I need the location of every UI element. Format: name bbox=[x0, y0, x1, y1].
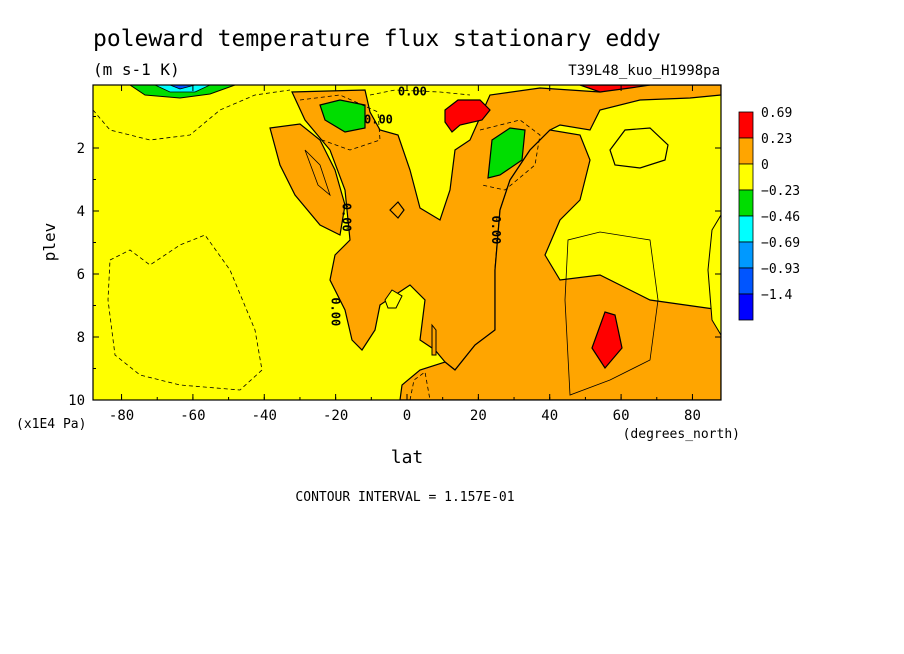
contour-labels: 0.00 0.00 0.00 0.00 0.00 bbox=[329, 84, 504, 326]
legend-label: −0.23 bbox=[761, 184, 800, 199]
dashed-contour-6 bbox=[369, 89, 471, 96]
contour-field bbox=[93, 85, 721, 400]
contour-value-label: 0.00 bbox=[398, 84, 427, 98]
field-region-orange-sliver bbox=[431, 323, 437, 356]
y-tick-label: 10 bbox=[68, 393, 85, 409]
x-axis-title: lat bbox=[391, 447, 424, 468]
legend-swatch bbox=[738, 293, 754, 321]
x-tick-label: 20 bbox=[470, 408, 487, 424]
y-tick-label: 6 bbox=[77, 267, 85, 283]
y-axis-units: (x1E4 Pa) bbox=[16, 417, 86, 432]
x-tick-label: 80 bbox=[684, 408, 701, 424]
field-region-yellow-east-edge bbox=[707, 214, 721, 336]
y-tick-label: 2 bbox=[77, 141, 85, 157]
x-tick-label: 0 bbox=[403, 408, 411, 424]
legend-swatch bbox=[738, 137, 754, 165]
x-tick-label: 60 bbox=[613, 408, 630, 424]
x-axis-units: (degrees_north) bbox=[623, 427, 740, 442]
legend-label: 0 bbox=[761, 158, 769, 173]
contour-lines bbox=[304, 149, 659, 396]
y-tick-label: 4 bbox=[77, 204, 85, 220]
dashed-contour-5 bbox=[409, 371, 431, 400]
x-tick-label: -80 bbox=[109, 408, 134, 424]
legend-swatch bbox=[738, 215, 754, 243]
legend-swatch bbox=[738, 163, 754, 191]
legend-label: 0.23 bbox=[761, 132, 792, 147]
field-region-green-2 bbox=[487, 127, 526, 179]
run-label: T39L48_kuo_H1998pa bbox=[568, 63, 720, 79]
legend-swatch bbox=[738, 111, 754, 139]
x-tick-label: 40 bbox=[541, 408, 558, 424]
legend-swatch bbox=[738, 267, 754, 295]
field-region-orange-small bbox=[389, 201, 405, 219]
contour-line-2 bbox=[304, 149, 331, 197]
dashed-contours bbox=[93, 89, 541, 400]
field-region-blue-top bbox=[169, 85, 196, 90]
color-legend: 0.69 0.23 0 −0.23 −0.46 −0.69 −0.93 −1.4 bbox=[738, 106, 800, 321]
contour-value-label: 0.00 bbox=[489, 215, 503, 244]
field-region-orange-south bbox=[399, 129, 721, 400]
legend-label: −0.46 bbox=[761, 210, 800, 225]
y-tick-label: 8 bbox=[77, 330, 85, 346]
field-region-red-3 bbox=[579, 85, 651, 93]
contour-interval-note: CONTOUR INTERVAL = 1.157E-01 bbox=[295, 490, 514, 505]
contour-line-1 bbox=[564, 231, 659, 396]
legend-label: −0.93 bbox=[761, 262, 800, 277]
x-axis: -80 -60 -40 -20 0 20 40 60 80 bbox=[109, 85, 701, 424]
y-axis-title: plev bbox=[40, 223, 59, 262]
field-region-red-2 bbox=[591, 311, 623, 370]
contour-value-label: 0.00 bbox=[364, 113, 393, 127]
field-region-orange-ridge bbox=[269, 123, 346, 236]
legend-label: −1.4 bbox=[761, 288, 792, 303]
y-axis: 2 4 6 8 10 bbox=[68, 116, 721, 409]
dashed-contour-2 bbox=[107, 234, 263, 391]
chart-units: (m s-1 K) bbox=[93, 60, 180, 79]
x-tick-label: -60 bbox=[180, 408, 205, 424]
contour-value-label: 0.00 bbox=[329, 297, 343, 326]
field-region-red-1 bbox=[444, 99, 491, 133]
contour-value-label: 0.00 bbox=[339, 203, 353, 232]
field-region-yellow-inner bbox=[384, 289, 403, 309]
chart-title: poleward temperature flux stationary edd… bbox=[93, 26, 661, 52]
legend-label: −0.69 bbox=[761, 236, 800, 251]
legend-label: 0.69 bbox=[761, 106, 792, 121]
legend-swatch bbox=[738, 241, 754, 269]
field-region-green-1 bbox=[319, 99, 366, 133]
field-region-yellow-east bbox=[609, 127, 669, 169]
dashed-contour-1 bbox=[93, 89, 291, 141]
legend-swatch bbox=[738, 189, 754, 217]
x-tick-label: -40 bbox=[252, 408, 277, 424]
x-tick-label: -20 bbox=[323, 408, 348, 424]
